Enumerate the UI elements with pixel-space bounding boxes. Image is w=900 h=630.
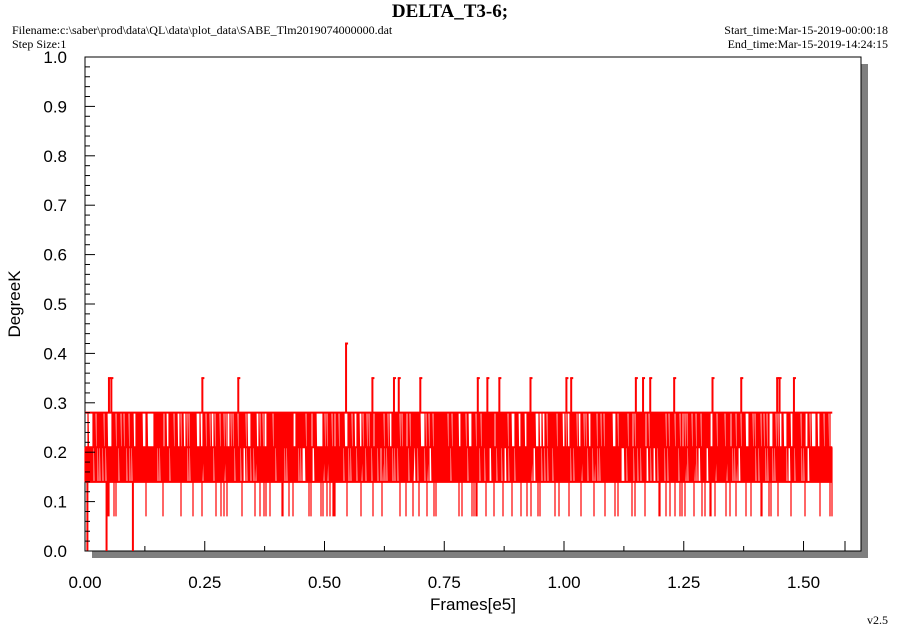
y-tick-label: 0.7 bbox=[43, 196, 67, 215]
start-time-label: Start_time:Mar-15-2019-00:00:18 bbox=[724, 23, 888, 37]
time-info: Start_time:Mar-15-2019-00:00:18 End_time… bbox=[724, 23, 888, 51]
y-tick-label: 0.5 bbox=[43, 295, 67, 314]
y-tick-label: 0.4 bbox=[43, 344, 67, 363]
version-label: v2.5 bbox=[867, 613, 888, 627]
x-tick-label: 0.50 bbox=[308, 573, 341, 592]
step-size-label: Step Size:1 bbox=[12, 37, 67, 51]
x-tick-label: 0.00 bbox=[68, 573, 101, 592]
filename-label: Filename:c:\saber\prod\data\QL\data\plot… bbox=[12, 23, 393, 37]
x-tick-label: 1.00 bbox=[547, 573, 580, 592]
y-tick-label: 0.3 bbox=[43, 394, 67, 413]
x-tick-label: 0.25 bbox=[188, 573, 221, 592]
x-axis-label: Frames[e5] bbox=[430, 595, 516, 614]
end-time-label: End_time:Mar-15-2019-14:24:15 bbox=[727, 37, 888, 51]
y-tick-label: 0.0 bbox=[43, 542, 67, 561]
y-tick-label: 0.9 bbox=[43, 97, 67, 116]
y-tick-label: 0.6 bbox=[43, 246, 67, 265]
x-tick-label: 1.25 bbox=[667, 573, 700, 592]
x-tick-label: 0.75 bbox=[428, 573, 461, 592]
y-tick-label: 0.1 bbox=[43, 493, 67, 512]
y-tick-label: 1.0 bbox=[43, 48, 67, 67]
file-info: Filename:c:\saber\prod\data\QL\data\plot… bbox=[12, 23, 392, 51]
y-axis-label: DegreeK bbox=[5, 270, 24, 338]
axis-layer: 0.0 0.1 0.2 0.3 0.4 0.5 0.6 0.7 0.8 0.9 1.0 0.00 0.2… bbox=[43, 48, 846, 592]
y-tick-label: 0.8 bbox=[43, 147, 67, 166]
series-layer bbox=[84, 342, 833, 551]
y-tick-label: 0.2 bbox=[43, 443, 67, 462]
x-tick-label: 1.50 bbox=[787, 573, 820, 592]
page-title: DELTA_T3-6; bbox=[391, 1, 509, 22]
